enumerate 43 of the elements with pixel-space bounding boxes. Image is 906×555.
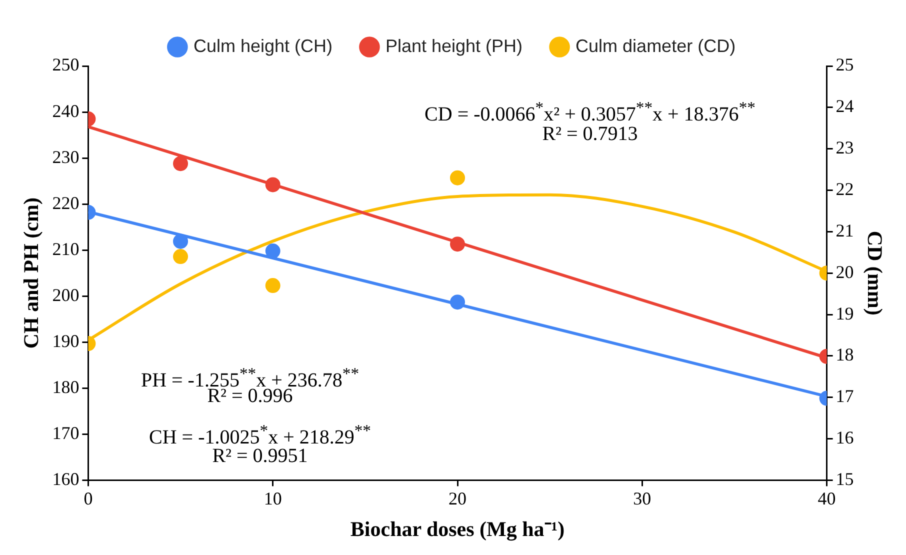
legend-label: Culm height (CH) [193,36,332,56]
y2-tick-label: 23 [836,138,854,158]
y-tick-label: 220 [52,192,80,213]
y-tick-label: 160 [52,468,80,489]
x-tick-label: 40 [818,488,836,509]
point [173,156,188,172]
y2-tick-label: 20 [836,262,854,282]
y-tick-label: 200 [52,284,80,305]
point [265,278,280,294]
legend-label: Culm diameter (CD) [576,36,736,56]
y-axis-title: CH and PH (cm) [19,198,44,349]
point [173,249,188,264]
y2-tick-label: 19 [836,303,854,324]
y2-tick-label: 18 [836,344,854,365]
point [265,177,280,192]
point [450,170,465,186]
x-tick-label: 20 [448,488,466,509]
y2-tick-label: 25 [836,54,854,75]
point [450,236,465,252]
y-tick-label: 210 [52,238,80,259]
y2-axis-title: CD (mm) [862,230,887,316]
y-tick-label: 240 [52,100,80,121]
y2-tick-label: 21 [836,220,854,240]
annotation: CD = -0.0066$^{*}$x² + 0.3057$^{**}$x + 18.376$^{**}$ [424,97,756,126]
x-tick-label: 30 [633,488,652,509]
y-tick-label: 180 [52,376,80,397]
y2-tick-label: 17 [836,386,854,406]
point [450,294,465,310]
y-tick-label: 170 [52,422,80,443]
y2-tick-label: 16 [836,428,854,448]
legend-label: Plant height (PH) [385,36,523,56]
x-tick-label: 0 [84,488,93,509]
point [265,244,280,259]
y2-tick-label: 22 [836,178,854,199]
y-tick-label: 230 [52,146,80,167]
point [173,234,188,249]
y2-tick-label: 24 [836,96,854,116]
x-tick-label: 10 [264,488,282,509]
annotation: R² = 0.7913 [542,123,638,145]
x-axis-title: Biochar doses (Mg ha⁻¹) [350,516,565,541]
y-tick-label: 190 [52,330,80,351]
y-tick-label: 250 [52,54,80,75]
y2-tick-label: 15 [836,468,854,489]
